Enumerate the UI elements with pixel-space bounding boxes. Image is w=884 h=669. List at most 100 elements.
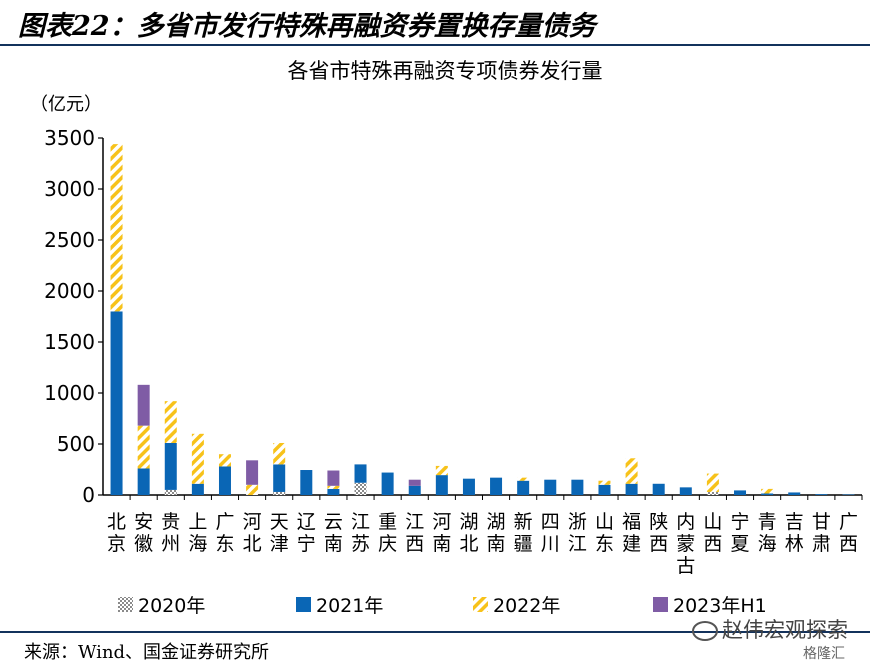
bar-segment — [598, 484, 611, 495]
bar-segment — [625, 458, 638, 484]
bar-segment — [706, 491, 719, 495]
x-tick-label: 广东 — [215, 511, 234, 555]
x-tick-label: 四川 — [541, 511, 560, 555]
x-tick-labels: 北京安徽贵州上海广东河北天津辽宁云南江苏重庆江西河南湖北湖南新疆四川浙江山东福建… — [107, 511, 858, 577]
x-tick-label: 河南 — [432, 511, 451, 555]
bar-segment — [435, 475, 448, 495]
bar-segment — [137, 384, 150, 426]
bar-segment — [110, 144, 123, 312]
bar-segment — [273, 442, 286, 465]
bar-segment — [706, 473, 719, 492]
x-tick-label: 辽宁 — [297, 511, 316, 555]
bar-segment — [354, 482, 367, 495]
x-tick-label: 天津 — [270, 511, 289, 555]
bar-segment — [327, 488, 340, 495]
bar-segment — [273, 464, 286, 492]
bar-segment — [571, 479, 584, 495]
bar-segment — [137, 468, 150, 495]
x-tick-label: 安徽 — [134, 511, 153, 555]
bar-segment — [246, 460, 259, 485]
x-tick-label: 湖南 — [487, 511, 506, 555]
x-tick-label: 山西 — [703, 511, 722, 555]
x-tick-label: 福建 — [622, 511, 641, 555]
x-tick-label: 河北 — [243, 511, 262, 555]
x-tick-label: 贵州 — [161, 511, 180, 555]
bar-segment — [435, 465, 448, 476]
y-tick-label: 2500 — [44, 228, 95, 252]
bar-segment — [815, 494, 828, 495]
x-tick-label: 重庆 — [378, 511, 397, 555]
x-tick-label: 云南 — [324, 511, 343, 555]
y-axis-label: （亿元） — [30, 94, 102, 115]
bar-segment — [218, 466, 231, 495]
bar-segment — [842, 494, 855, 495]
bar-segment — [273, 491, 286, 495]
bar-segment — [734, 490, 747, 495]
x-tick-label: 陕西 — [649, 511, 668, 555]
bar-segment — [788, 492, 801, 495]
bar-segment — [761, 488, 774, 494]
x-tick-label: 湖北 — [459, 511, 478, 555]
wechat-icon — [692, 621, 718, 641]
legend-label: 2020年 — [138, 595, 205, 617]
legend-label: 2021年 — [316, 595, 383, 617]
top-rule — [0, 44, 870, 46]
bar-segment — [408, 485, 421, 495]
x-tick-label: 宁夏 — [731, 511, 750, 555]
y-tick-label: 3000 — [44, 177, 95, 201]
watermark: 赵伟宏观探索 — [692, 614, 848, 644]
bar-segment — [191, 433, 204, 484]
bar-segment — [327, 485, 340, 489]
x-tick-label: 内蒙古 — [676, 511, 695, 577]
bar-segment — [164, 442, 177, 490]
bar-segment — [164, 489, 177, 495]
x-tick-label: 江苏 — [351, 511, 370, 555]
bar-segment — [164, 401, 177, 443]
bar-segment — [544, 479, 557, 495]
x-tick-label: 吉林 — [785, 511, 804, 555]
bar-segment — [246, 484, 259, 495]
bars — [110, 144, 855, 495]
bar-segment — [218, 454, 231, 467]
bar-segment — [517, 480, 530, 495]
legend: 2020年 2021年 2022年 2023年H1 — [118, 595, 767, 617]
bar-segment — [625, 483, 638, 495]
y-tick-label: 500 — [57, 432, 95, 456]
x-tick-label: 甘肃 — [812, 511, 831, 555]
legend-swatch — [118, 597, 133, 612]
bar-segment — [137, 425, 150, 469]
y-tick-label: 1500 — [44, 330, 95, 354]
x-tick-label: 浙江 — [568, 511, 587, 555]
legend-swatch — [653, 597, 668, 612]
source-note: 来源：Wind、国金证券研究所 — [24, 642, 270, 663]
legend-swatch — [296, 597, 311, 612]
bar-segment — [490, 477, 503, 495]
y-tick-label: 1000 — [44, 381, 95, 405]
bar-segment — [679, 487, 692, 495]
x-tick-label: 山东 — [595, 511, 614, 555]
y-tick-label: 0 — [82, 483, 95, 507]
bar-segment — [408, 479, 421, 486]
bar-segment — [110, 311, 123, 495]
y-tick-label: 3500 — [44, 126, 95, 150]
watermark-secondary: 格隆汇 — [803, 646, 845, 662]
x-tick-label: 北京 — [107, 511, 126, 555]
x-tick-label: 广西 — [839, 511, 858, 555]
legend-label: 2023年H1 — [673, 595, 767, 617]
bottom-rule — [0, 631, 870, 633]
figure-title: 图表22：多省市发行特殊再融资券置换存量债务 — [18, 11, 596, 42]
x-tick-label: 上海 — [188, 511, 207, 555]
bar-segment — [462, 478, 475, 495]
bar-segment — [517, 477, 530, 481]
y-tick-label: 2000 — [44, 279, 95, 303]
bar-segment — [761, 493, 774, 495]
x-tick-label: 江西 — [405, 511, 424, 555]
x-tick-label: 青海 — [758, 511, 777, 555]
x-tick-label: 新疆 — [514, 511, 533, 555]
bar-segment — [381, 472, 394, 495]
bar-segment — [354, 464, 367, 483]
bar-segment — [598, 480, 611, 485]
bar-segment — [327, 470, 340, 486]
legend-swatch — [473, 597, 488, 612]
